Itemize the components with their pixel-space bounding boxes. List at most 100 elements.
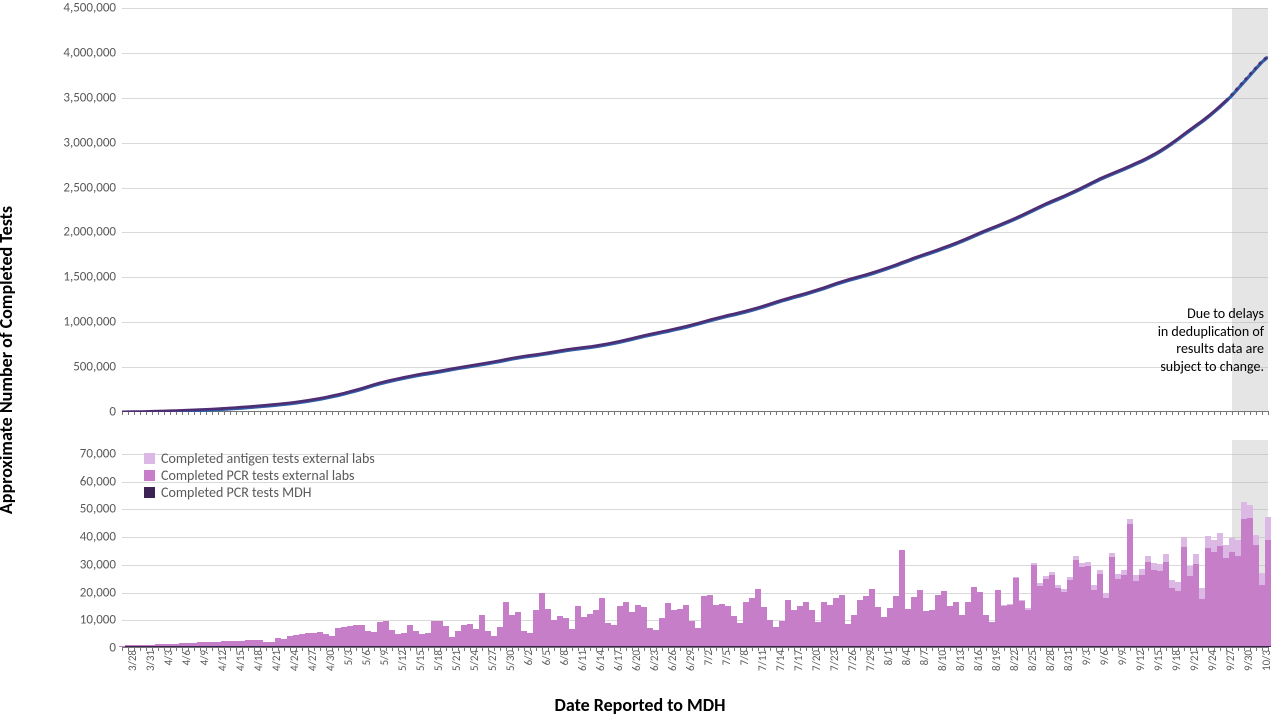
y-tick-label: 30,000: [80, 557, 122, 572]
bar-pcr-ext: [455, 631, 460, 646]
bar-pcr-ext: [941, 591, 946, 645]
bar-pcr-ext: [395, 634, 400, 646]
bar-pcr-mdh: [887, 646, 892, 647]
bar-pcr-ext: [803, 602, 808, 645]
bar-antigen: [1175, 582, 1180, 591]
bar-pcr-mdh: [1109, 646, 1114, 647]
bar-antigen: [1103, 593, 1108, 597]
x-tick-label: 8/7: [918, 648, 931, 684]
bar-pcr-mdh: [245, 646, 250, 647]
x-tick-label: 9/9: [1116, 648, 1129, 684]
bar-pcr-ext: [473, 629, 478, 645]
x-tick-label: 7/20: [810, 648, 823, 684]
bar-pcr-mdh: [1145, 646, 1150, 647]
bar-pcr-ext: [1211, 552, 1216, 645]
bar-pcr-mdh: [305, 646, 310, 647]
bar-pcr-ext: [1031, 565, 1036, 645]
bar-pcr-ext: [311, 633, 316, 646]
bar-pcr-mdh: [911, 646, 916, 647]
bar-pcr-ext: [563, 618, 568, 645]
bar-pcr-mdh: [1151, 646, 1156, 647]
bar-pcr-ext: [725, 606, 730, 646]
bar-pcr-mdh: [845, 646, 850, 647]
y-tick-label: 0: [109, 405, 122, 420]
bar-pcr-ext: [1151, 570, 1156, 646]
bar-pcr-ext: [1001, 606, 1006, 646]
bar-pcr-ext: [203, 642, 208, 645]
bar-pcr-ext: [1025, 610, 1030, 646]
x-tick-label: 4/18: [252, 648, 265, 684]
bar-pcr-mdh: [1253, 646, 1258, 647]
bar-pcr-ext: [929, 610, 934, 645]
bar-pcr-ext: [1175, 591, 1180, 646]
bar-pcr-ext: [785, 600, 790, 645]
x-tick-label: 10/3: [1260, 648, 1273, 684]
bar-pcr-mdh: [119, 646, 124, 647]
bar-pcr-ext: [149, 645, 154, 646]
bar-pcr-ext: [497, 627, 502, 645]
bar-pcr-mdh: [185, 646, 190, 647]
x-tick-label: 5/9: [378, 648, 391, 684]
x-tick-label: 5/27: [486, 648, 499, 684]
y-axis-title: Approximate Number of Completed Tests: [0, 206, 17, 514]
x-tick-label: 6/8: [558, 648, 571, 684]
bar-pcr-ext: [917, 590, 922, 645]
bar-pcr-ext: [281, 639, 286, 646]
bar-pcr-mdh: [803, 646, 808, 647]
legend-swatch: [144, 470, 155, 481]
bar-pcr-ext: [713, 605, 718, 645]
bar-pcr-ext: [1241, 519, 1246, 645]
bar-pcr-mdh: [749, 646, 754, 647]
bar-pcr-mdh: [893, 646, 898, 647]
bar-pcr-mdh: [437, 646, 442, 647]
bar-pcr-ext: [863, 596, 868, 646]
bar-pcr-ext: [503, 602, 508, 646]
bar-antigen: [1211, 540, 1216, 552]
bar-pcr-mdh: [467, 646, 472, 647]
bar-pcr-ext: [323, 634, 328, 645]
bar-pcr-mdh: [581, 646, 586, 647]
bar-antigen: [1151, 563, 1156, 570]
bar-pcr-ext: [815, 622, 820, 645]
bar-pcr-mdh: [821, 646, 826, 647]
bar-pcr-ext: [233, 641, 238, 646]
bar-antigen: [1031, 563, 1036, 565]
bar-pcr-mdh: [755, 646, 760, 647]
bar-pcr-ext: [845, 624, 850, 646]
bar-pcr-ext: [575, 606, 580, 645]
bar-pcr-ext: [827, 605, 832, 645]
x-tick-label: 7/5: [720, 648, 733, 684]
bar-pcr-mdh: [1073, 646, 1078, 647]
bar-pcr-ext: [293, 635, 298, 646]
bar-pcr-mdh: [971, 646, 976, 647]
bar-pcr-ext: [989, 622, 994, 646]
bar-pcr-mdh: [809, 646, 814, 647]
bar-pcr-mdh: [665, 646, 670, 647]
y-tick-label: 1,500,000: [63, 270, 122, 285]
bar-pcr-ext: [935, 595, 940, 645]
bar-pcr-ext: [809, 610, 814, 646]
bar-pcr-mdh: [251, 646, 256, 647]
bar-pcr-ext: [1037, 586, 1042, 646]
bar-pcr-ext: [467, 624, 472, 645]
x-tick-label: 4/3: [162, 648, 175, 684]
bar-pcr-ext: [125, 645, 130, 646]
bar-pcr-mdh: [317, 646, 322, 647]
bar-pcr-ext: [1127, 524, 1132, 645]
bar-pcr-mdh: [923, 646, 928, 647]
bar-pcr-ext: [1205, 548, 1210, 646]
legend: Completed antigen tests external labsCom…: [144, 450, 375, 501]
bar-antigen: [1139, 569, 1144, 575]
bar-pcr-ext: [947, 606, 952, 646]
bar-pcr-mdh: [929, 646, 934, 647]
bar-antigen: [1163, 554, 1168, 562]
bar-pcr-mdh: [173, 646, 178, 647]
x-tick-label: 8/19: [990, 648, 1003, 684]
bar-pcr-ext: [1085, 566, 1090, 646]
x-tick-label: 5/24: [468, 648, 481, 684]
bar-pcr-mdh: [323, 646, 328, 647]
bar-pcr-mdh: [353, 646, 358, 647]
bar-pcr-mdh: [1229, 646, 1234, 647]
x-tick-label: 3/31: [144, 648, 157, 684]
bar-pcr-mdh: [377, 646, 382, 647]
